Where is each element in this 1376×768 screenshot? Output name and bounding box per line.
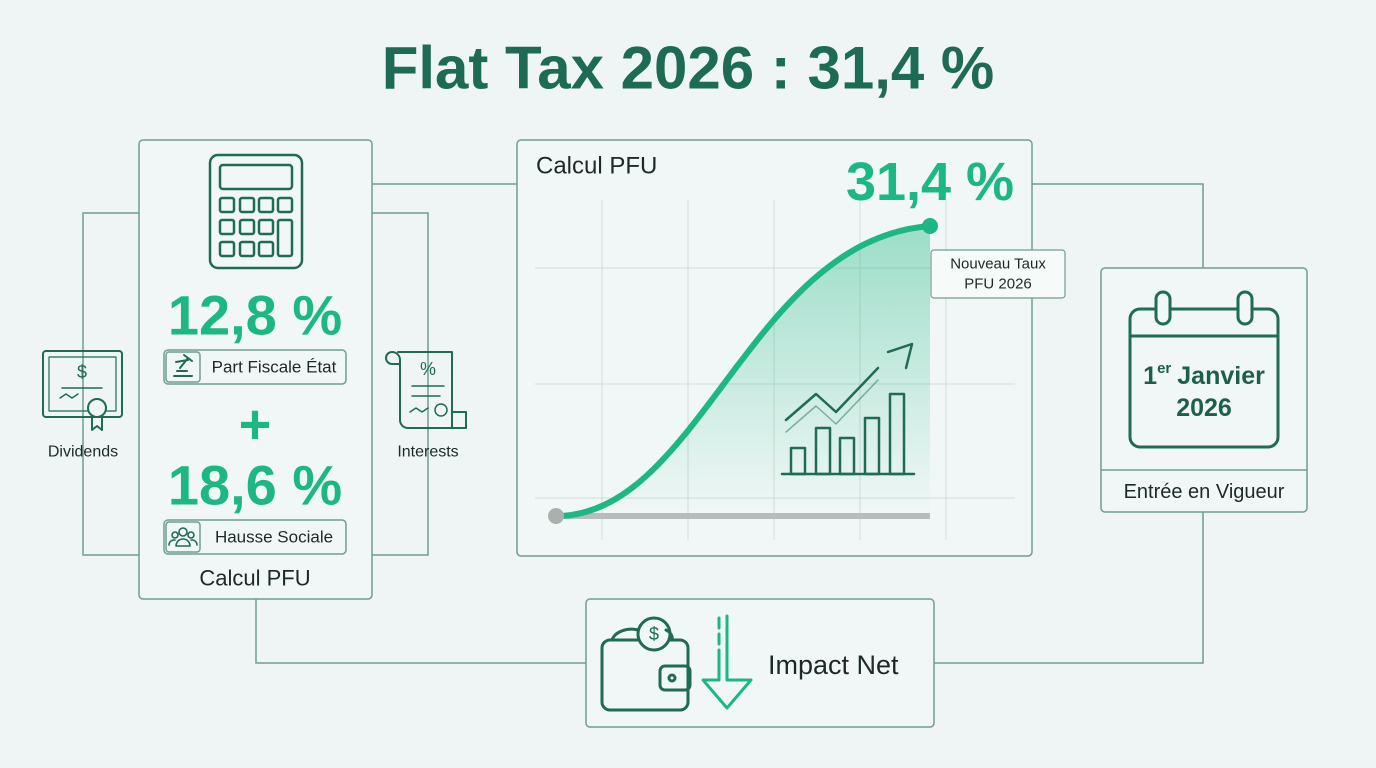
down-arrow xyxy=(701,614,753,710)
connector xyxy=(372,212,429,556)
operator: + xyxy=(239,393,272,456)
connector xyxy=(1032,183,1204,268)
calculator-icon xyxy=(208,153,304,270)
calendar-icon xyxy=(1128,290,1280,449)
caption: Entrée en Vigueur xyxy=(1124,481,1285,503)
impact-label: Impact Net xyxy=(768,650,899,680)
callout xyxy=(930,249,1066,299)
input-label: Dividends xyxy=(48,444,118,461)
curve xyxy=(553,223,933,519)
interests-icon: % xyxy=(385,351,467,429)
day: 1 xyxy=(1143,362,1157,390)
callout-text: PFU 2026 xyxy=(964,276,1032,293)
connectors xyxy=(82,183,1204,664)
label: Hausse Sociale xyxy=(215,528,333,547)
curve-area xyxy=(556,226,930,516)
rate: 12,8 % xyxy=(168,284,342,347)
date-panel xyxy=(1100,267,1308,513)
svg-text:%: % xyxy=(420,359,436,379)
label-box xyxy=(163,349,347,385)
caption: Calcul PFU xyxy=(199,566,310,591)
impact-panel xyxy=(585,598,935,728)
day-suffix: er xyxy=(1157,360,1171,377)
dividends-icon: $ xyxy=(42,350,123,431)
date-line: 1er Janvier xyxy=(1143,360,1265,391)
icon-box xyxy=(165,521,201,553)
month: Janvier xyxy=(1177,362,1265,390)
input-label: Interests xyxy=(397,444,458,461)
year: 2026 xyxy=(1176,394,1232,422)
chart-rate: 31,4 % xyxy=(846,152,1014,212)
callout-text: Nouveau Taux xyxy=(950,256,1046,273)
connector xyxy=(82,212,139,556)
growth-icon xyxy=(780,342,916,476)
start-dot xyxy=(548,508,564,524)
gavel-icon xyxy=(173,354,193,377)
panel-title: Calcul PFU xyxy=(536,153,657,180)
label-box xyxy=(163,519,347,555)
title: Flat Tax 2026 : 31,4 % xyxy=(382,35,995,102)
rate: 18,6 % xyxy=(168,454,342,517)
connector xyxy=(255,599,586,664)
label: Part Fiscale État xyxy=(212,358,337,377)
end-dot xyxy=(922,218,938,234)
people-icon xyxy=(168,527,198,547)
wallet-icon xyxy=(600,616,692,712)
svg-text:$: $ xyxy=(77,362,87,382)
connector xyxy=(934,512,1204,664)
icon-box xyxy=(165,351,201,383)
dollar-sign: $ xyxy=(649,624,659,644)
